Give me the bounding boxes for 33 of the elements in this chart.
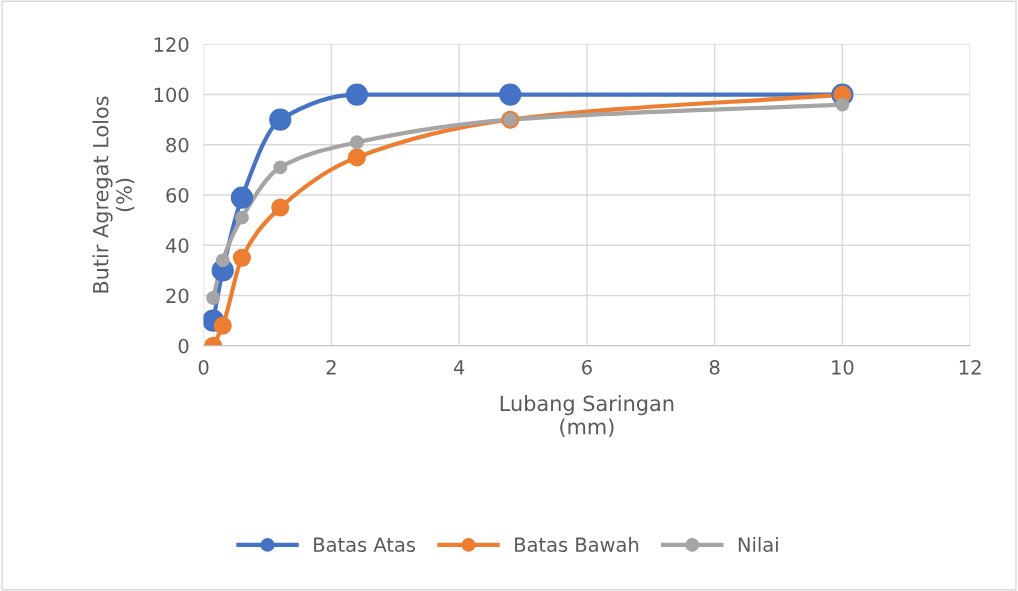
point <box>206 291 221 305</box>
x-axis-title: Lubang Saringan (mm) <box>500 395 674 438</box>
y-tick-label: 0 <box>178 338 189 354</box>
point <box>271 198 290 217</box>
x-tick-label: 4 <box>453 360 465 375</box>
point <box>345 83 369 106</box>
point <box>230 186 254 209</box>
legend-label: Nilai <box>738 536 778 552</box>
y-tick-label: 80 <box>166 137 189 153</box>
x-tick-label: 12 <box>959 359 981 375</box>
y-tick-label: 100 <box>154 87 189 103</box>
point <box>499 83 522 106</box>
y-axis-title: Butir Agregat Lolos (%) <box>92 96 135 293</box>
legend-label: Batas Atas <box>314 537 416 552</box>
y-tick-label: 120 <box>154 37 189 52</box>
legend-label: Batas Bawah <box>515 536 639 552</box>
point <box>347 148 366 167</box>
y-tick-label: 40 <box>165 238 189 253</box>
y-tick-label: 20 <box>166 288 189 304</box>
x-tick-label: 6 <box>582 359 592 375</box>
point <box>213 316 232 335</box>
point <box>273 160 288 175</box>
point <box>269 108 292 131</box>
point <box>215 253 230 268</box>
point <box>835 97 850 112</box>
point <box>234 210 249 225</box>
y-tick-label: 60 <box>166 187 189 203</box>
x-tick-label: 10 <box>832 359 854 375</box>
x-tick-label: 8 <box>709 359 720 375</box>
point <box>232 248 251 267</box>
x-tick-label: 0 <box>198 359 209 375</box>
x-tick-label: 2 <box>326 359 336 375</box>
point <box>349 135 364 150</box>
